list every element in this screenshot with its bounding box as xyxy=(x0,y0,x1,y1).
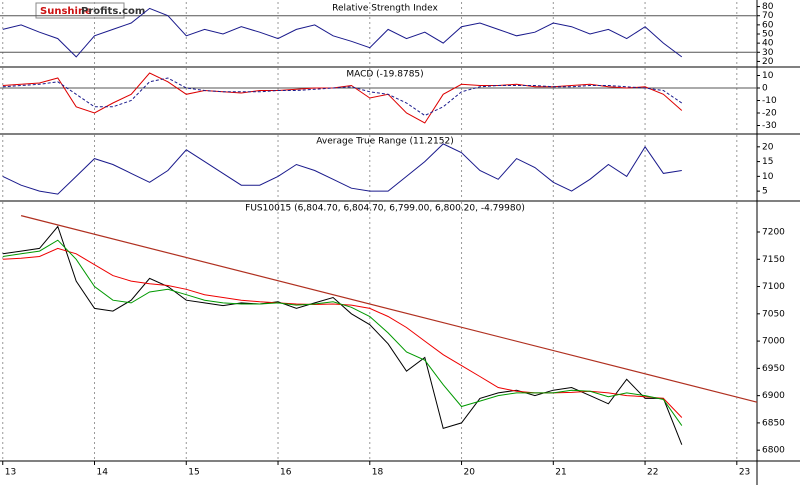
panel-title: Relative Strength Index xyxy=(332,4,438,14)
y-tick-label: 60 xyxy=(762,20,774,30)
y-tick-label: -10 xyxy=(762,96,777,106)
x-tick-label: 14 xyxy=(97,468,109,478)
y-tick-label: 5 xyxy=(762,187,768,197)
x-tick-label: 15 xyxy=(188,468,199,478)
y-tick-label: 80 xyxy=(762,2,774,12)
x-tick-label: 22 xyxy=(647,468,658,478)
logo-text: Sunshine xyxy=(40,6,92,17)
y-tick-label: 7100 xyxy=(762,282,785,292)
y-tick-label: 15 xyxy=(762,157,773,167)
series-line xyxy=(2,239,683,426)
y-tick-label: 70 xyxy=(762,11,774,21)
y-tick-label: 6900 xyxy=(762,391,785,401)
y-tick-label: 7200 xyxy=(762,228,785,238)
series-line xyxy=(2,143,682,195)
y-tick-label: 20 xyxy=(762,142,774,152)
series-line xyxy=(2,225,683,445)
y-tick-label: 7050 xyxy=(762,309,785,319)
x-tick-label: 16 xyxy=(280,468,292,478)
y-tick-label: 30 xyxy=(762,48,774,58)
x-tick-label: 18 xyxy=(372,468,384,478)
series-line xyxy=(2,77,683,117)
y-tick-label: -30 xyxy=(762,121,777,131)
y-tick-label: 6800 xyxy=(762,446,785,456)
x-tick-label: 21 xyxy=(555,468,566,478)
y-tick-label: 7150 xyxy=(762,255,785,265)
x-tick-label: 20 xyxy=(464,468,476,478)
y-tick-label: 40 xyxy=(762,39,774,49)
y-tick-label: 0 xyxy=(762,84,768,94)
panel-title: FUS10015 (6,804.70, 6,804.70, 6,799.00, … xyxy=(245,204,525,214)
y-tick-label: 6850 xyxy=(762,418,785,428)
x-tick-label: 23 xyxy=(739,468,750,478)
y-tick-label: 20 xyxy=(762,57,774,67)
trend-line xyxy=(20,215,758,403)
logo-box xyxy=(35,2,125,19)
y-tick-label: 7000 xyxy=(762,337,785,347)
logo-text: Profits.com xyxy=(81,6,145,17)
x-tick-label: 13 xyxy=(5,468,16,478)
series-line xyxy=(2,72,683,124)
panel-title: Average True Range (11.2152) xyxy=(316,137,453,147)
series-line xyxy=(2,7,683,58)
panel-title: MACD (-19.8785) xyxy=(346,70,423,80)
y-tick-label: 10 xyxy=(762,71,774,81)
y-tick-label: -20 xyxy=(762,109,777,119)
y-tick-label: 50 xyxy=(762,30,774,40)
y-tick-label: 10 xyxy=(762,172,774,182)
y-tick-label: 6950 xyxy=(762,364,785,374)
